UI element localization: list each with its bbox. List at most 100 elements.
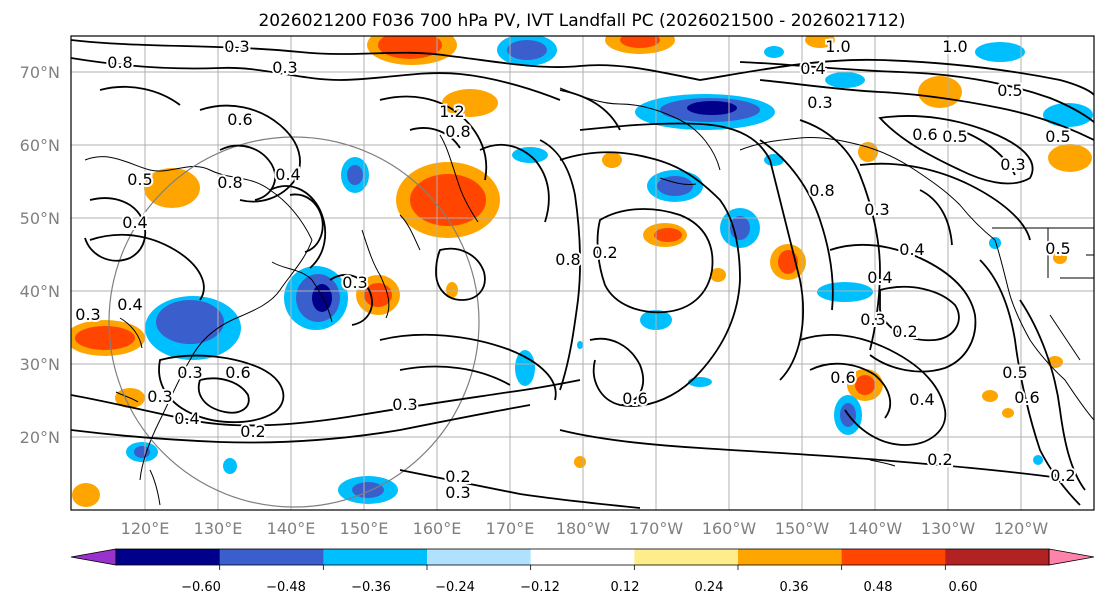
contour-label: 0.4 [122, 213, 147, 232]
lon-label: 160°E [413, 519, 462, 538]
contour-label: 0.6 [912, 125, 937, 144]
contour-label: 0.3 [224, 37, 249, 56]
contour-label: 0.5 [942, 127, 967, 146]
contour-label: 0.4 [117, 295, 142, 314]
pv-negative-shading [126, 36, 1093, 504]
contour-label: 1.0 [825, 37, 850, 56]
contour-label: 1.2 [439, 102, 464, 121]
lon-label: 170°E [486, 519, 535, 538]
contour-label: 0.3 [147, 387, 172, 406]
coastlines [84, 87, 1094, 506]
contour-label: 0.2 [1050, 466, 1075, 485]
contour-label: 0.5 [127, 170, 152, 189]
colorbar-tick-label: −0.12 [520, 580, 560, 595]
colorbar-box [738, 549, 843, 565]
pv-contours [71, 39, 1094, 509]
contour-label: 0.2 [927, 450, 952, 469]
colorbar-box [841, 549, 946, 565]
lon-label: 180°W [556, 519, 611, 538]
lat-label-70n: 70°N [20, 63, 60, 82]
contour-label: 0.4 [800, 59, 825, 78]
lat-label-40n: 40°N [20, 282, 60, 301]
contour-label: 0.2 [892, 322, 917, 341]
map-frame [70, 35, 1095, 511]
colorbar-tick-label: −0.60 [181, 580, 221, 595]
contour-label: 0.8 [809, 181, 834, 200]
colorbar-tick-label: −0.24 [435, 580, 475, 595]
lon-label: 140°E [267, 519, 316, 538]
contour-label: 0.4 [867, 268, 892, 287]
colorbar-tick-label: 0.60 [949, 580, 978, 595]
contour-label: 0.2 [592, 243, 617, 262]
colorbar-extend-low [70, 548, 117, 566]
contour-label: 0.3 [75, 305, 100, 324]
contour-label: 0.3 [860, 310, 885, 329]
contour-label: 0.4 [174, 409, 199, 428]
contour-label: 0.5 [1045, 127, 1070, 146]
contour-label: 0.4 [899, 240, 924, 259]
colorbar-tick-label: 0.24 [695, 580, 724, 595]
map-content [71, 36, 1094, 510]
contour-label: 0.3 [272, 58, 297, 77]
contour-label: 0.3 [807, 93, 832, 112]
contour-label: 0.6 [830, 368, 855, 387]
colorbar-tick-label: −0.36 [351, 580, 391, 595]
contour-label: 0.6 [227, 110, 252, 129]
contour-label: 0.2 [240, 422, 265, 441]
contour-label: 0.3 [177, 363, 202, 382]
lon-label: 130°E [194, 519, 243, 538]
contour-label: 0.3 [392, 395, 417, 414]
contour-label: 0.6 [225, 363, 250, 382]
lat-label-20n: 20°N [20, 428, 60, 447]
colorbar-box [219, 549, 324, 565]
colorbar-box [945, 549, 1050, 565]
colorbar-box [323, 549, 428, 565]
landfall-circle [108, 136, 480, 508]
colorbar-outline [115, 548, 1050, 566]
map-title: 2026021200 F036 700 hPa PV, IVT Landfall… [258, 11, 905, 31]
lon-label: 120°E [121, 519, 170, 538]
lat-labels: 70°N 60°N 50°N 40°N 30°N 20°N [20, 63, 60, 447]
lon-label: 170°W [629, 519, 684, 538]
lon-label: 130°W [921, 519, 976, 538]
contour-label: 0.3 [445, 483, 470, 502]
contour-label: 0.5 [1045, 239, 1070, 258]
contour-label: 0.5 [997, 81, 1022, 100]
lon-label: 160°W [702, 519, 757, 538]
colorbar-box [530, 549, 635, 565]
contour-label: 0.3 [1000, 155, 1025, 174]
colorbar [70, 548, 1095, 570]
colorbar-tick-label: −0.48 [266, 580, 306, 595]
contour-label: 0.8 [217, 173, 242, 192]
contour-labels: 0.30.8 0.30.60.5 0.8 0.40.41.20.80.20.80.30… [73, 35, 1077, 504]
contour-label: 0.8 [555, 250, 580, 269]
contour-label: 0.8 [107, 53, 132, 72]
contour-label: 0.6 [1014, 388, 1039, 407]
lon-label: 150°E [340, 519, 389, 538]
lat-label-50n: 50°N [20, 209, 60, 228]
colorbar-tick-labels: −0.60 −0.48 −0.36 −0.24 −0.12 0.12 0.24 … [181, 580, 977, 595]
lon-labels: 120°E 130°E 140°E 150°E 160°E 170°E 180°… [121, 519, 1049, 538]
lon-label: 150°W [775, 519, 830, 538]
lat-label-30n: 30°N [20, 355, 60, 374]
colorbar-tick-label: 0.48 [864, 580, 893, 595]
contour-label: 0.4 [909, 390, 934, 409]
contour-label: 0.3 [342, 273, 367, 292]
colorbar-tick-label: 0.12 [611, 580, 640, 595]
lon-label: 120°W [994, 519, 1049, 538]
colorbar-tick-label: 0.36 [780, 580, 809, 595]
contour-label: 1.0 [942, 37, 967, 56]
contour-label: 0.3 [864, 200, 889, 219]
pv-positive-shading [71, 36, 1092, 507]
contour-label: 0.5 [1002, 363, 1027, 382]
contour-label: 0.4 [275, 165, 300, 184]
contour-label: 0.8 [445, 122, 470, 141]
colorbar-extend-high [1048, 548, 1095, 566]
colorbar-box [427, 549, 532, 565]
colorbar-box [634, 549, 739, 565]
colorbar-box [116, 549, 221, 565]
lon-label: 140°W [848, 519, 903, 538]
contour-label: 0.2 [445, 467, 470, 486]
lat-label-60n: 60°N [20, 136, 60, 155]
